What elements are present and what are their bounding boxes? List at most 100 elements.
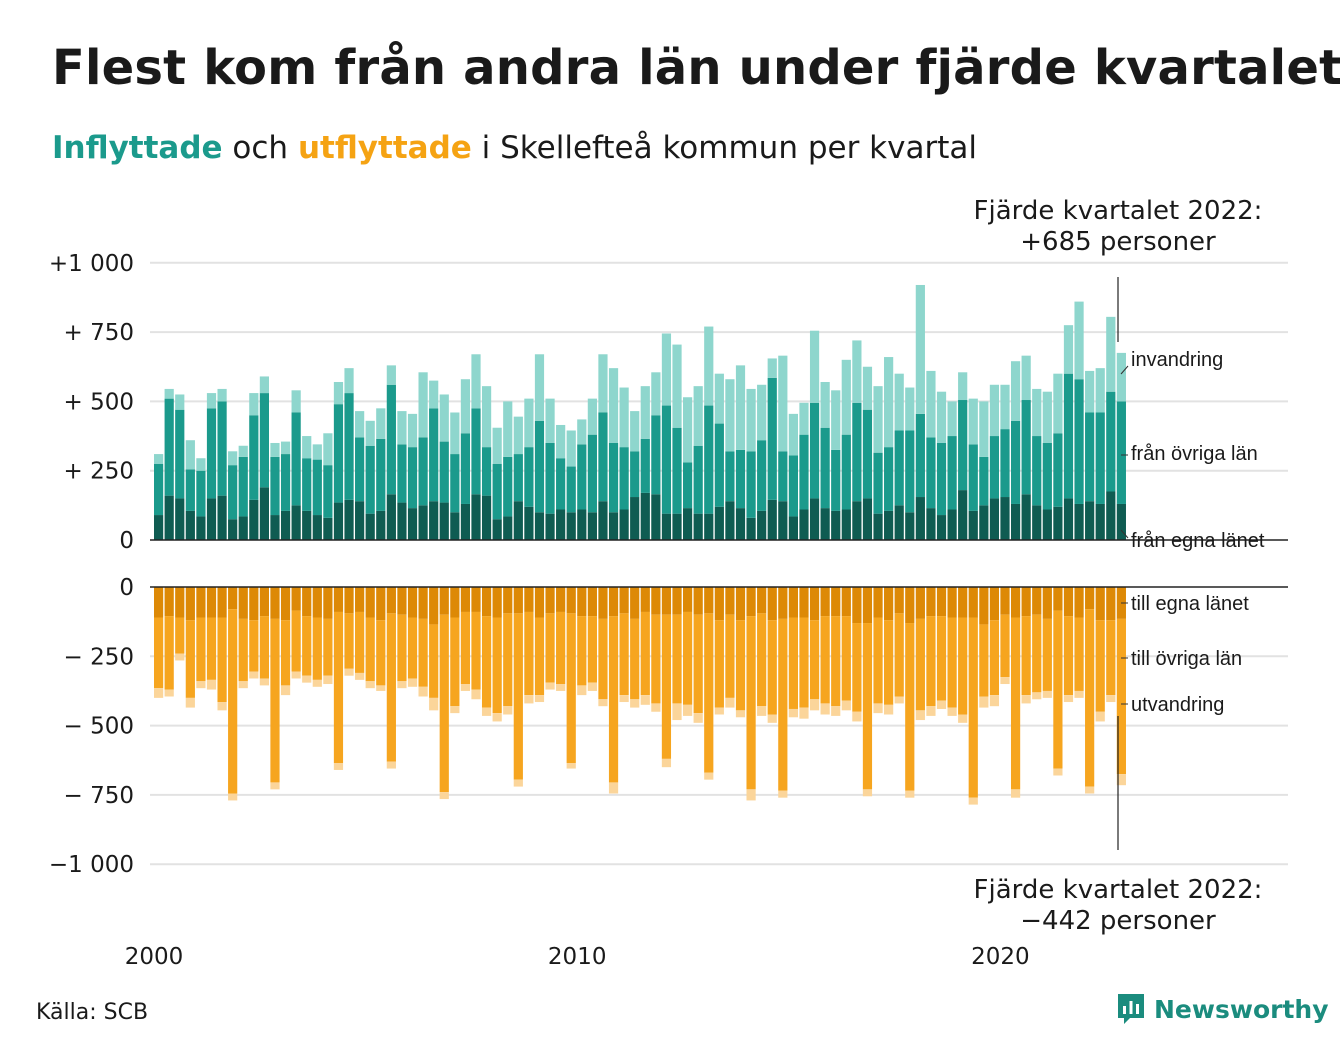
bar-inflow-1 <box>778 501 788 540</box>
bar-outflow-1 <box>418 587 428 619</box>
bar-outflow-3 <box>778 790 788 798</box>
brand: Newsworthy <box>1116 992 1329 1026</box>
bar-outflow-1 <box>376 587 386 621</box>
bar-inflow-3 <box>1010 361 1021 421</box>
bar-inflow-2 <box>206 408 217 499</box>
bar-inflow-2 <box>164 398 174 496</box>
bar-outflow-2 <box>725 614 735 698</box>
bar-inflow-3 <box>259 376 269 394</box>
bar-outflow-2 <box>767 620 777 715</box>
bar-outflow-1 <box>735 587 746 621</box>
bar-outflow-3 <box>302 675 312 683</box>
bar-outflow-3 <box>1074 690 1084 698</box>
bar-inflow-2 <box>312 459 322 516</box>
bar-inflow-1 <box>968 510 978 540</box>
bar-outflow-2 <box>841 616 851 701</box>
bar-outflow-3 <box>958 714 968 723</box>
bar-inflow-3 <box>450 412 460 455</box>
bar-inflow-3 <box>492 427 502 464</box>
bar-outflow-1 <box>640 587 650 612</box>
bar-inflow-3 <box>884 357 894 448</box>
x-tick-label: 2020 <box>971 944 1030 970</box>
bar-outflow-1 <box>259 587 269 617</box>
bar-outflow-2 <box>450 617 460 707</box>
bar-outflow-1 <box>386 587 396 614</box>
bar-outflow-2 <box>513 613 523 780</box>
bar-inflow-3 <box>820 381 830 428</box>
bar-outflow-1 <box>841 587 851 617</box>
annotation-bottom-line1: Fjärde kvartalet 2022: <box>974 875 1263 905</box>
y-tick-label: + 500 <box>64 389 134 415</box>
bar-inflow-1 <box>735 508 746 540</box>
bar-outflow-2 <box>418 618 428 687</box>
bar-outflow-2 <box>1116 618 1126 775</box>
bar-outflow-1 <box>587 587 597 617</box>
bar-outflow-2 <box>640 611 650 696</box>
bar-outflow-3 <box>767 714 777 723</box>
bar-outflow-1 <box>429 587 439 625</box>
bar-outflow-2 <box>714 620 724 708</box>
bar-outflow-1 <box>661 587 672 615</box>
bar-inflow-3 <box>249 393 259 416</box>
bar-inflow-2 <box>196 470 206 517</box>
bar-outflow-3 <box>228 793 238 801</box>
bar-inflow-1 <box>344 499 354 540</box>
subtitle-inflow-word: Inflyttade <box>52 130 223 166</box>
bar-outflow-1 <box>365 587 375 618</box>
bar-inflow-3 <box>439 394 449 442</box>
bar-inflow-1 <box>799 509 809 540</box>
bar-inflow-2 <box>577 444 587 510</box>
bar-inflow-2 <box>915 413 925 498</box>
bar-inflow-3 <box>1053 373 1063 434</box>
bar-outflow-1 <box>185 587 195 621</box>
bar-inflow-3 <box>672 344 682 428</box>
bar-inflow-2 <box>757 440 767 511</box>
bar-inflow-2 <box>788 455 798 517</box>
bar-outflow-3 <box>344 668 354 676</box>
bar-outflow-1 <box>788 587 798 618</box>
bar-outflow-3 <box>376 685 386 691</box>
bar-outflow-1 <box>439 587 449 615</box>
bar-inflow-1 <box>1085 501 1095 540</box>
bar-outflow-3 <box>862 789 873 797</box>
bar-inflow-1 <box>471 494 481 540</box>
bar-outflow-3 <box>333 763 344 770</box>
annotation-top-line1: Fjärde kvartalet 2022: <box>974 196 1263 226</box>
bar-inflow-1 <box>661 513 672 540</box>
bar-inflow-1 <box>566 512 576 540</box>
bar-inflow-1 <box>556 509 566 540</box>
bar-outflow-3 <box>979 696 989 708</box>
end-label-fran-ovriga-lan: från övriga län <box>1131 443 1258 465</box>
bar-inflow-3 <box>365 420 375 446</box>
bar-outflow-2 <box>619 613 629 696</box>
bar-outflow-1 <box>672 587 682 615</box>
bar-outflow-2 <box>958 617 968 715</box>
bar-outflow-3 <box>693 713 703 723</box>
bar-inflow-2 <box>841 434 851 510</box>
bar-inflow-2 <box>809 402 820 499</box>
end-label-connector <box>1120 529 1129 539</box>
bar-inflow-3 <box>693 386 703 446</box>
bar-inflow-2 <box>481 447 492 496</box>
bar-inflow-2 <box>439 441 449 503</box>
bar-outflow-1 <box>397 587 407 615</box>
bar-inflow-2 <box>1106 391 1116 492</box>
bar-inflow-3 <box>280 441 291 455</box>
bar-outflow-3 <box>460 684 471 691</box>
bar-outflow-1 <box>355 587 365 612</box>
bar-inflow-1 <box>534 512 545 540</box>
bar-inflow-1 <box>217 495 227 540</box>
bar-inflow-1 <box>1010 503 1021 540</box>
bar-outflow-3 <box>270 782 280 790</box>
bar-outflow-1 <box>228 587 238 610</box>
bar-outflow-3 <box>598 699 608 707</box>
bar-inflow-3 <box>556 424 566 459</box>
bar-inflow-1 <box>1095 503 1105 540</box>
bar-inflow-3 <box>312 444 322 460</box>
bar-outflow-3 <box>619 695 629 703</box>
bar-inflow-3 <box>598 354 608 413</box>
bar-inflow-1 <box>831 510 841 540</box>
bar-inflow-2 <box>556 458 566 510</box>
bar-outflow-3 <box>915 710 925 721</box>
bar-inflow-2 <box>714 423 724 507</box>
